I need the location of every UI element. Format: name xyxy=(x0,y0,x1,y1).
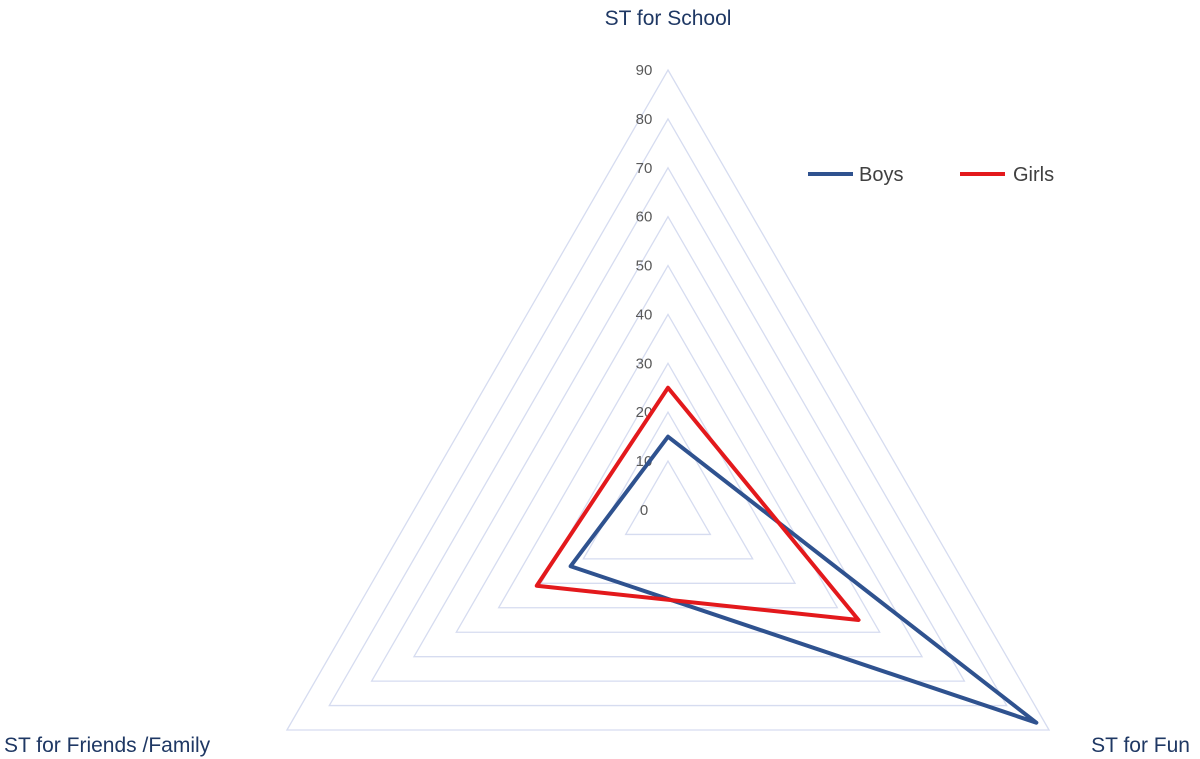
grid-ring-90 xyxy=(285,68,1051,731)
tick-label-80: 80 xyxy=(636,111,653,128)
legend-label-girls: Girls xyxy=(1013,164,1054,186)
series-line-girls xyxy=(534,385,861,622)
radar-series xyxy=(534,385,1039,725)
tick-label-90: 90 xyxy=(636,62,653,79)
axis-label-st-for-friends-family: ST for Friends /Family xyxy=(4,734,211,757)
grid-ring-50 xyxy=(455,264,881,633)
legend-item-boys: Boys xyxy=(808,164,903,186)
tick-label-0: 0 xyxy=(640,502,648,519)
legend: Boys Girls xyxy=(808,164,1054,186)
grid-ring-10 xyxy=(624,459,712,536)
grid-ring-30 xyxy=(539,362,797,584)
grid-ring-20 xyxy=(582,410,754,560)
grid-ring-70 xyxy=(370,166,966,682)
tick-label-50: 50 xyxy=(636,258,653,275)
grid-ring-40 xyxy=(497,313,839,609)
legend-item-girls: Girls xyxy=(960,164,1054,186)
tick-label-60: 60 xyxy=(636,209,653,226)
tick-label-70: 70 xyxy=(636,160,653,177)
tick-label-30: 30 xyxy=(636,355,653,372)
axis-label-st-for-fun: ST for Fun xyxy=(1091,734,1190,757)
series-line-boys xyxy=(568,434,1039,725)
radar-grid xyxy=(285,68,1051,731)
tick-label-40: 40 xyxy=(636,306,653,323)
axis-label-st-for-school: ST for School xyxy=(605,7,732,30)
grid-ring-80 xyxy=(328,117,1008,707)
grid-ring-60 xyxy=(412,215,924,658)
legend-label-boys: Boys xyxy=(859,164,903,186)
